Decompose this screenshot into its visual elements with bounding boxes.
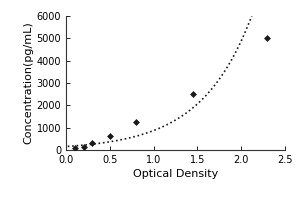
X-axis label: Optical Density: Optical Density — [133, 169, 218, 179]
Y-axis label: Concentration(pg/mL): Concentration(pg/mL) — [24, 22, 34, 144]
